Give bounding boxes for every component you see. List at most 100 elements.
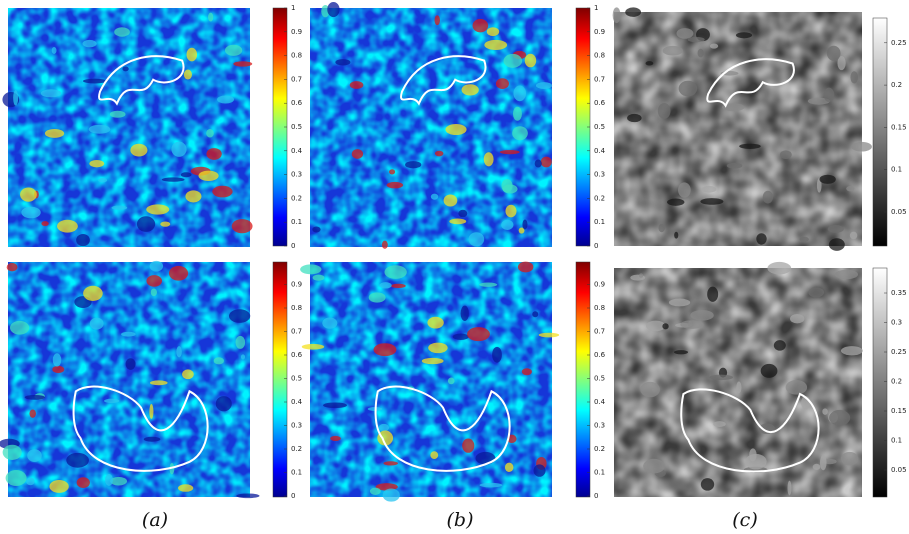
colorbar-tick-label: 0.7: [594, 75, 605, 83]
colorbar: [872, 17, 888, 247]
image-blob: [104, 474, 113, 486]
image-blob: [215, 396, 232, 412]
image-blob: [492, 346, 502, 363]
image-blob: [645, 320, 666, 332]
colorbar: [575, 261, 591, 498]
tumor-contour: [706, 58, 795, 108]
image-blob: [212, 185, 233, 198]
image-blob: [807, 97, 830, 105]
image-blob: [182, 369, 194, 380]
image-blob: [327, 1, 340, 18]
image-blob: [512, 126, 528, 141]
image-blob: [460, 305, 469, 321]
image-blob: [461, 84, 479, 96]
image-blob: [27, 449, 42, 462]
image-blob: [667, 198, 685, 206]
image-blob: [330, 435, 341, 442]
image-panel: [2, 8, 253, 247]
image-blob: [40, 89, 62, 98]
image-blob: [379, 282, 392, 289]
image-blob: [301, 343, 325, 350]
image-blob: [6, 263, 18, 272]
image-blob: [110, 476, 128, 486]
image-blob: [130, 143, 148, 157]
image-blob: [49, 480, 69, 493]
image-blob: [522, 219, 528, 230]
image-blob: [700, 478, 715, 491]
image-blob: [468, 232, 485, 247]
image-blob: [351, 149, 364, 159]
image-blob: [812, 463, 821, 470]
image-blob: [13, 90, 19, 106]
colorbar-tick-label: 0.1: [291, 469, 302, 477]
image-blob: [57, 219, 78, 233]
image-blob: [169, 463, 175, 475]
colorbar-tick-label: 0.3: [291, 422, 302, 430]
image-panel: [614, 261, 863, 497]
image-blob: [89, 317, 104, 330]
image-blob: [521, 368, 532, 376]
image-blob: [658, 223, 665, 233]
colorbar-tick-label: 0.7: [291, 75, 302, 83]
tumor-contour: [72, 385, 209, 472]
image-blob: [377, 430, 394, 446]
colorbar-tick-label: 1: [594, 4, 598, 12]
image-blob: [829, 409, 851, 426]
image-blob: [447, 377, 455, 385]
tumor-contour: [680, 388, 820, 473]
colorbar-tick-label: 0.8: [594, 304, 605, 312]
image-blob: [88, 124, 111, 134]
image-blob: [146, 204, 170, 215]
image-blob: [9, 320, 30, 335]
colorbar-tick-label: 0.7: [291, 328, 302, 336]
image-blob: [819, 455, 827, 471]
colorbar-tick-label: 0.05: [891, 466, 907, 474]
image-blob: [504, 462, 514, 473]
image-blob: [382, 488, 400, 502]
image-blob: [688, 320, 693, 328]
image-blob: [44, 128, 65, 138]
image-blob: [335, 59, 351, 66]
image-blob: [52, 353, 62, 367]
image-blob: [66, 452, 89, 468]
image-blob: [479, 282, 498, 287]
image-blob: [502, 184, 518, 194]
image-blob: [111, 205, 128, 210]
image-blob: [787, 480, 792, 496]
image-blob: [538, 332, 560, 338]
image-blob: [674, 350, 689, 355]
colorbar-tick-label: 0.2: [291, 445, 302, 453]
colorbar-tick-label: 0.1: [891, 166, 902, 174]
image-blob: [841, 451, 859, 466]
colorbar-tick-label: 0.8: [594, 52, 605, 60]
image-blob: [217, 95, 235, 104]
image-blob: [427, 316, 444, 329]
image-blob: [143, 436, 161, 442]
image-blob: [149, 380, 168, 386]
image-blob: [828, 238, 845, 251]
image-blob: [421, 357, 444, 365]
image-blob: [389, 169, 396, 175]
colorbar-tick-label: 0.7: [594, 328, 605, 336]
image-blob: [430, 451, 439, 459]
image-blob: [533, 464, 546, 477]
image-blob: [678, 182, 691, 198]
colorbar-tick-label: 0.15: [891, 123, 907, 131]
image-blob: [121, 331, 136, 337]
image-blob: [76, 234, 90, 247]
colorbar-tick-label: 0.4: [594, 398, 606, 406]
image-blob: [505, 204, 517, 218]
image-blob: [76, 477, 90, 488]
colorbar-tick-label: 0.05: [891, 208, 907, 216]
image-blob: [323, 402, 347, 409]
image-blob: [745, 453, 767, 470]
image-blob: [700, 198, 724, 205]
image-blob: [645, 61, 654, 66]
image-blob: [819, 174, 836, 184]
image-blob: [707, 286, 719, 302]
colorbar-tick-label: 0.6: [594, 351, 606, 359]
image-blob: [517, 261, 534, 273]
colorbar-tick-label: 0.6: [291, 351, 303, 359]
image-blob: [24, 394, 46, 400]
image-blob: [697, 48, 704, 58]
